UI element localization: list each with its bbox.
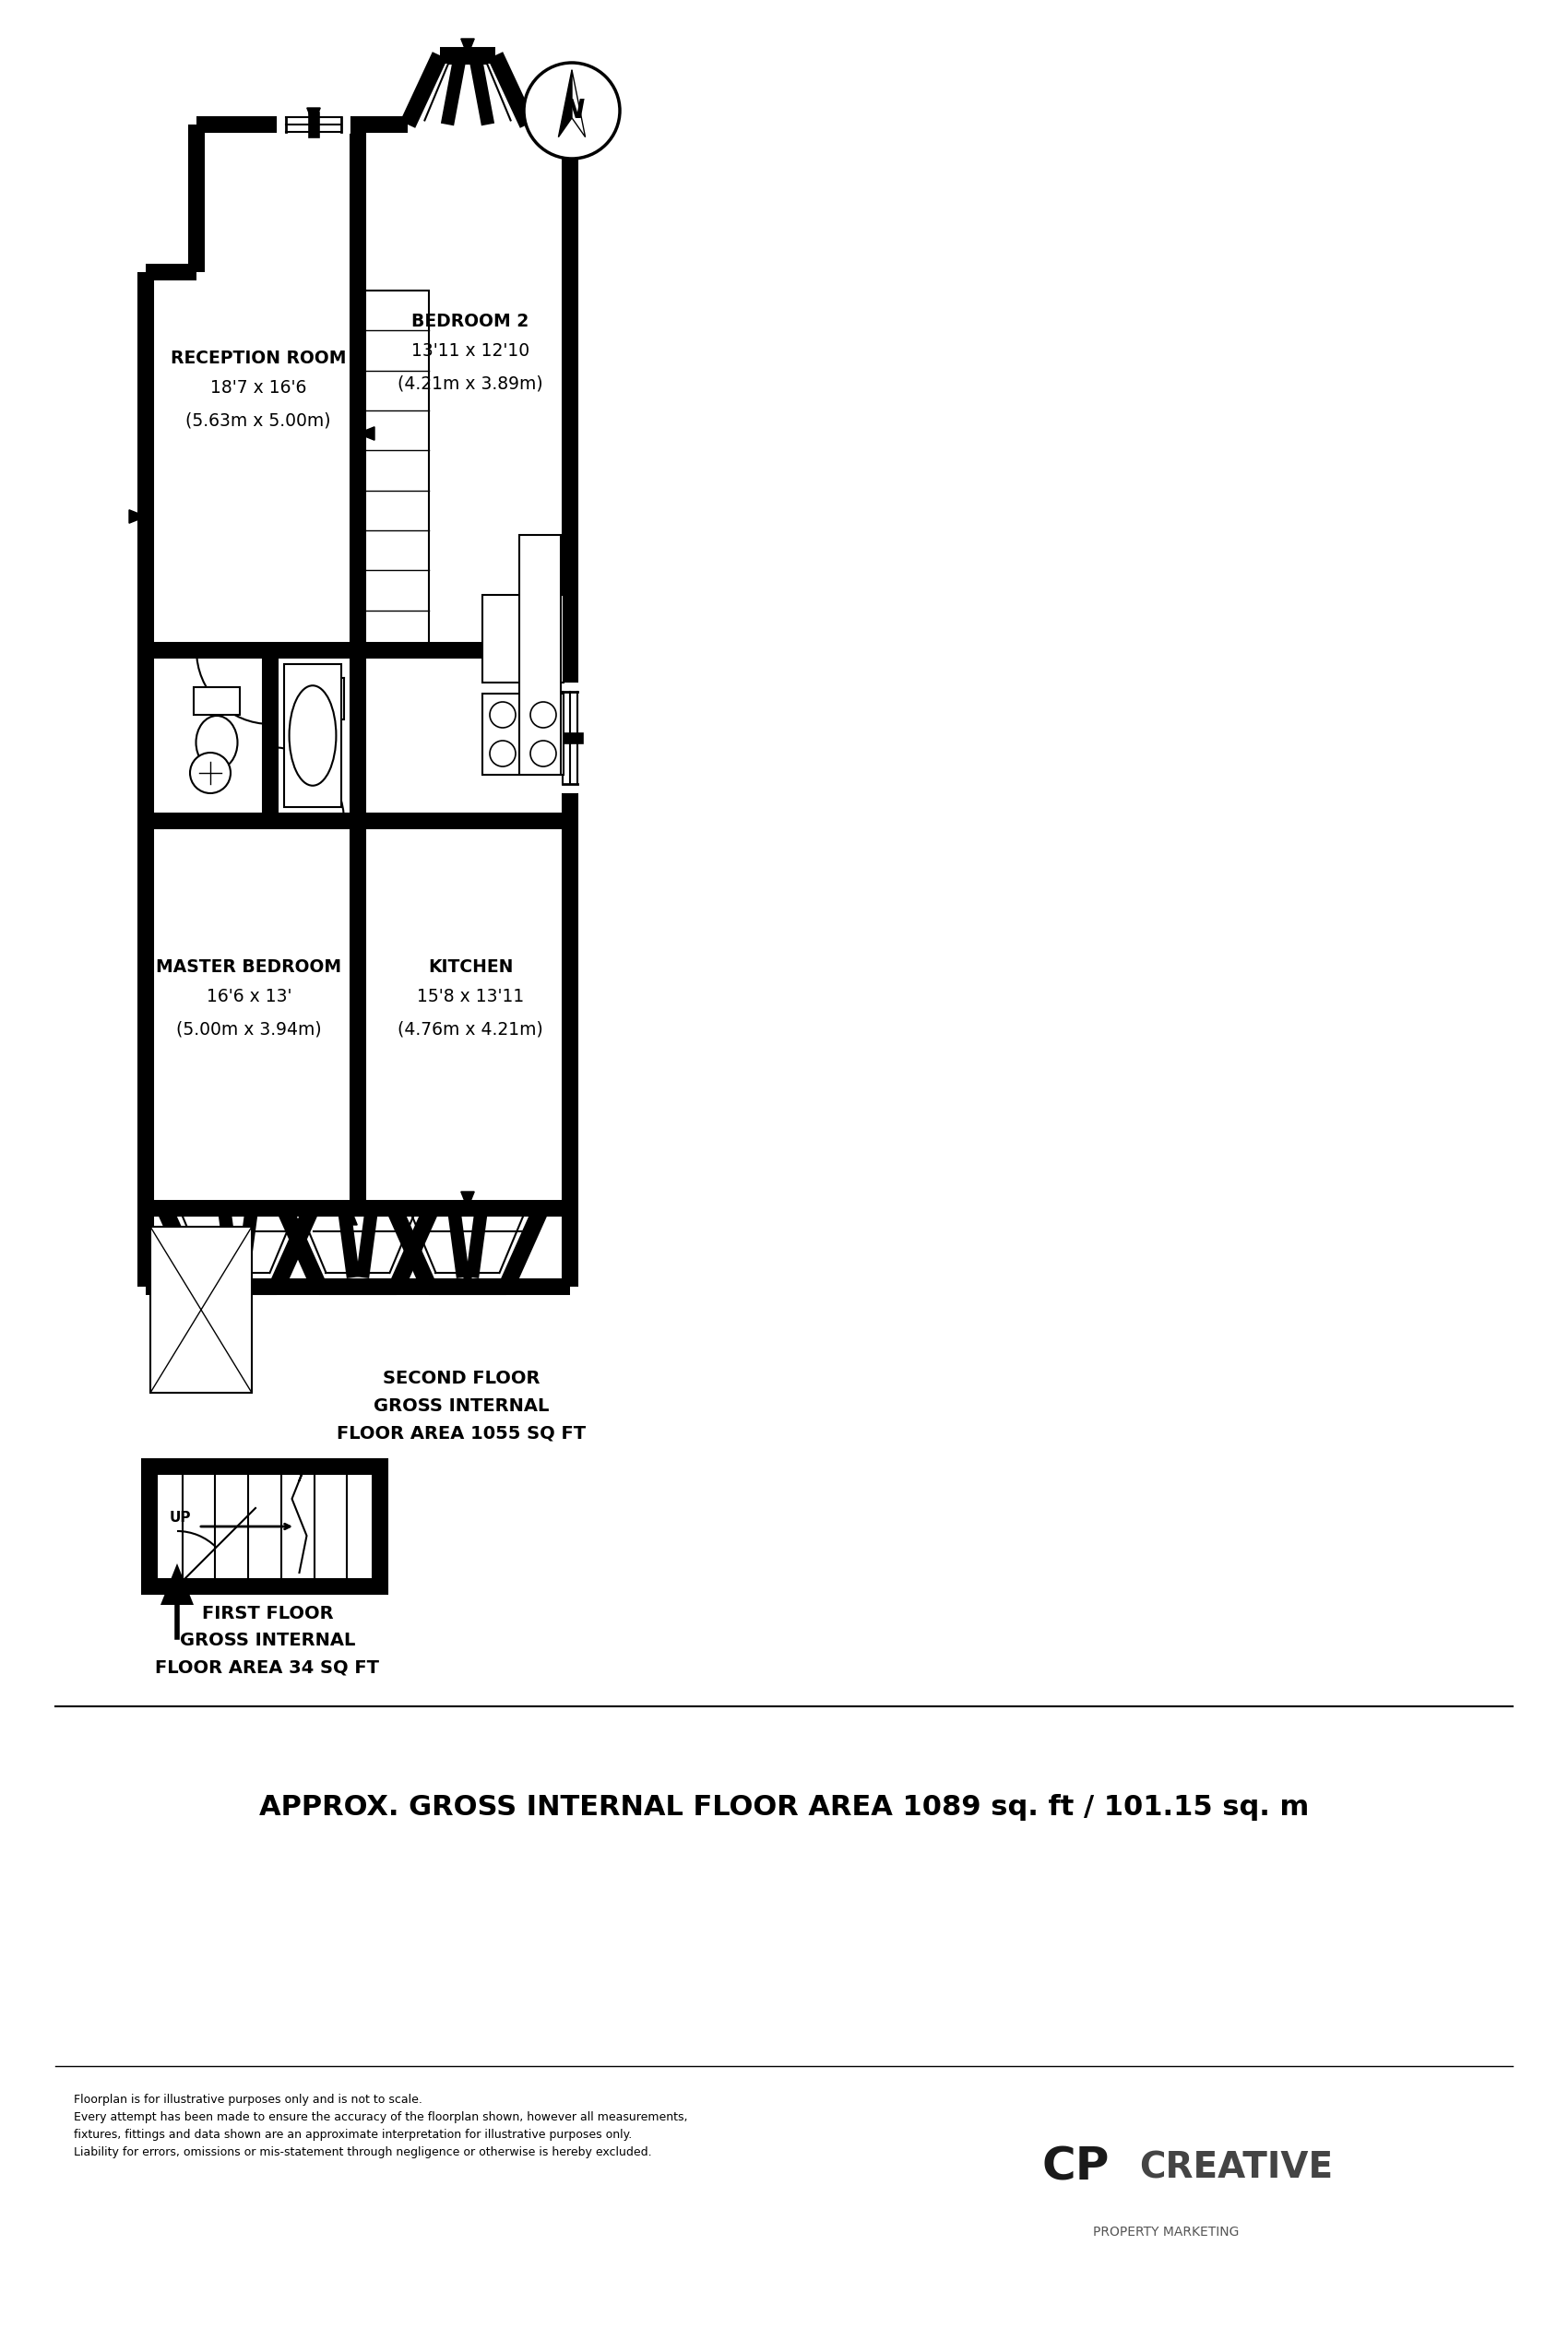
Text: FIRST FLOOR
GROSS INTERNAL
FLOOR AREA 34 SQ FT: FIRST FLOOR GROSS INTERNAL FLOOR AREA 34… <box>155 1604 379 1677</box>
Polygon shape <box>351 633 364 649</box>
Circle shape <box>530 741 557 767</box>
Bar <box>483 595 563 682</box>
Bar <box>284 663 342 807</box>
Text: MASTER BEDROOM: MASTER BEDROOM <box>157 957 342 976</box>
Text: N: N <box>563 99 585 125</box>
Circle shape <box>190 753 230 793</box>
Bar <box>358 292 430 649</box>
Polygon shape <box>572 71 585 136</box>
Bar <box>151 1228 252 1392</box>
Text: CP: CP <box>1043 2145 1110 2190</box>
Text: UP: UP <box>169 1510 191 1524</box>
Polygon shape <box>160 1564 194 1604</box>
Text: SECOND FLOOR
GROSS INTERNAL
FLOOR AREA 1055 SQ FT: SECOND FLOOR GROSS INTERNAL FLOOR AREA 1… <box>337 1369 586 1442</box>
Polygon shape <box>461 38 474 56</box>
Polygon shape <box>343 1209 358 1225</box>
Text: PROPERTY MARKETING: PROPERTY MARKETING <box>1093 2225 1239 2239</box>
Text: (5.63m x 5.00m): (5.63m x 5.00m) <box>185 412 331 430</box>
Text: (5.00m x 3.94m): (5.00m x 3.94m) <box>176 1021 321 1037</box>
Bar <box>519 534 561 774</box>
Circle shape <box>530 701 557 727</box>
Text: KITCHEN: KITCHEN <box>428 957 513 976</box>
Text: Floorplan is for illustrative purposes only and is not to scale.
Every attempt h: Floorplan is for illustrative purposes o… <box>74 2093 688 2159</box>
Text: RECEPTION ROOM: RECEPTION ROOM <box>171 348 347 367</box>
Text: 16'6 x 13': 16'6 x 13' <box>207 988 292 1004</box>
Polygon shape <box>263 720 278 736</box>
Polygon shape <box>461 1192 474 1209</box>
Polygon shape <box>307 108 320 125</box>
Text: CREATIVE: CREATIVE <box>1138 2150 1333 2185</box>
Bar <box>149 1468 379 1588</box>
Text: (4.76m x 4.21m): (4.76m x 4.21m) <box>398 1021 543 1037</box>
Circle shape <box>489 741 516 767</box>
Polygon shape <box>129 510 146 522</box>
Circle shape <box>524 64 619 158</box>
Bar <box>483 694 563 774</box>
Text: 13'11 x 12'10: 13'11 x 12'10 <box>411 341 530 360</box>
Ellipse shape <box>289 684 336 786</box>
Polygon shape <box>358 426 375 440</box>
Text: (4.21m x 3.89m): (4.21m x 3.89m) <box>398 374 543 393</box>
Text: APPROX. GROSS INTERNAL FLOOR AREA 1089 sq. ft / 101.15 sq. m: APPROX. GROSS INTERNAL FLOOR AREA 1089 s… <box>259 1795 1309 1820</box>
Ellipse shape <box>196 715 237 769</box>
Polygon shape <box>558 71 572 136</box>
Circle shape <box>489 701 516 727</box>
Text: 18'7 x 16'6: 18'7 x 16'6 <box>210 379 306 395</box>
Bar <box>194 687 240 715</box>
Text: BEDROOM 2: BEDROOM 2 <box>412 313 528 329</box>
Polygon shape <box>461 1270 474 1287</box>
Text: 15'8 x 13'11: 15'8 x 13'11 <box>417 988 524 1004</box>
